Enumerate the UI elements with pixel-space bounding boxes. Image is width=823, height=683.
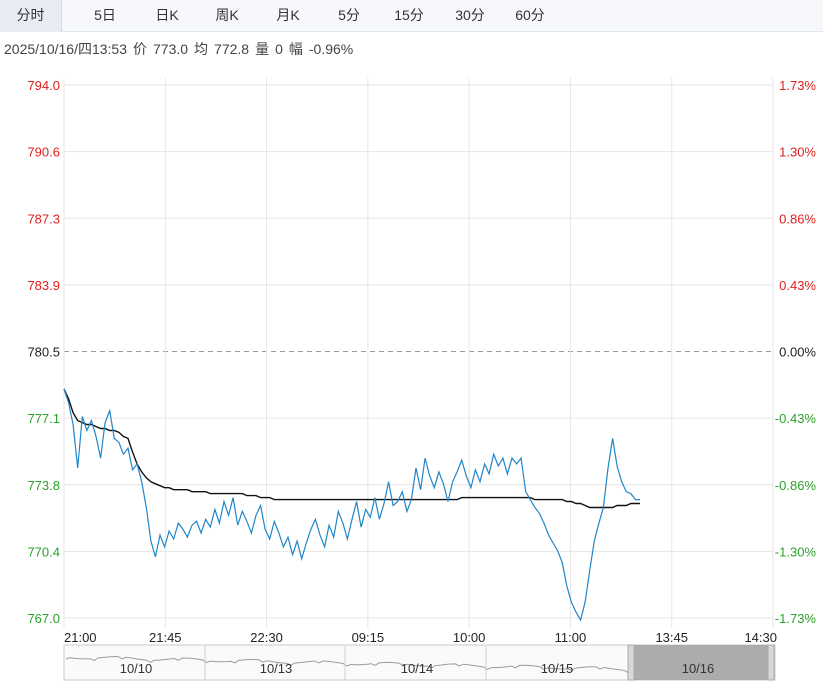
y-tick-label-left: 767.0 [27, 611, 60, 626]
info-datetime: 2025/10/16/四13:53 [4, 41, 127, 57]
info-chg: -0.96% [308, 41, 354, 57]
info-avg-label: 均 [194, 41, 209, 57]
y-tick-label-left: 790.6 [27, 145, 60, 160]
info-price-label: 价 [133, 41, 147, 57]
tab-30min[interactable]: 30分 [455, 7, 485, 23]
navigator-date-label: 10/13 [260, 661, 293, 676]
y-tick-label-left: 794.0 [27, 78, 60, 93]
tab-5min[interactable]: 5分 [338, 7, 360, 23]
navigator-trace [65, 656, 629, 673]
y-tick-label-left: 777.1 [27, 411, 60, 426]
tab-60min[interactable]: 60分 [515, 7, 545, 23]
navigator-handle-right [767, 644, 775, 681]
tab-intraday[interactable]: 分时 [0, 0, 62, 32]
tab-daily-k[interactable]: 日K [155, 7, 179, 23]
y-tick-label-right: -1.73% [775, 611, 817, 626]
y-tick-label-left: 773.8 [27, 478, 60, 493]
tab-15min[interactable]: 15分 [394, 7, 424, 23]
y-tick-label-right: 1.73% [779, 78, 816, 93]
y-tick-label-right: -0.86% [775, 478, 817, 493]
x-tick-label: 22:30 [250, 630, 283, 645]
tab-monthly-k[interactable]: 月K [276, 7, 300, 23]
navigator-date-label: 10/14 [401, 661, 434, 676]
time-axis: 21:00 21:45 22:30 09:15 10:00 11:00 13:45 14:30 [64, 630, 777, 645]
left-price-axis: 794.0 790.6 787.3 783.9 780.5 777.1 773.8 770.4… [27, 78, 60, 626]
y-tick-label-right: -0.43% [775, 411, 817, 426]
quote-info-bar: 2025/10/16/四13:53 价 773.0 均 772.8 量 0 幅 -0.96% [4, 38, 359, 60]
y-tick-label-left: 783.9 [27, 278, 60, 293]
navigator-selection [634, 645, 768, 680]
info-vol-label: 量 [255, 41, 270, 57]
y-tick-label-left: 780.5 [27, 345, 60, 360]
right-percent-axis: 1.73% 1.30% 0.86% 0.43% 0.00% -0.43% -0.86% -1.… [775, 78, 817, 626]
navigator-date-label: 10/10 [120, 661, 153, 676]
y-tick-label-right: 0.00% [779, 345, 816, 360]
price-line [63, 388, 640, 622]
navigator-date-label: 10/16 [682, 661, 715, 676]
chart-grid [63, 78, 774, 628]
y-tick-label-right: 1.30% [779, 145, 816, 160]
navigator-date-label: 10/15 [541, 661, 574, 676]
info-price: 773.0 [153, 41, 189, 57]
y-tick-label-right: 0.86% [779, 211, 816, 226]
x-tick-label: 14:30 [744, 630, 777, 645]
x-tick-label: 21:00 [64, 630, 97, 645]
y-tick-label-left: 787.3 [27, 211, 60, 226]
x-tick-label: 11:00 [555, 630, 587, 645]
info-avg: 772.8 [214, 41, 250, 57]
tab-weekly-k[interactable]: 周K [215, 7, 239, 23]
x-tick-label: 09:15 [352, 630, 385, 645]
period-tab-bar: 分时 5日 日K 周K 月K 5分 15分 30分 60分 [0, 0, 823, 32]
navigator-handle-left [627, 644, 635, 681]
date-navigator[interactable]: 10/10 10/13 10/14 10/15 10/16 [63, 644, 776, 681]
x-tick-label: 10:00 [453, 630, 486, 645]
y-tick-label-right: -1.30% [775, 544, 817, 559]
x-tick-label: 21:45 [149, 630, 182, 645]
x-tick-label: 13:45 [655, 630, 688, 645]
y-tick-label-right: 0.43% [779, 278, 816, 293]
info-vol: 0 [275, 41, 283, 57]
y-tick-label-left: 770.4 [27, 544, 60, 559]
tab-5day[interactable]: 5日 [94, 7, 116, 23]
avg-price-line [63, 388, 640, 509]
info-chg-label: 幅 [288, 41, 303, 57]
